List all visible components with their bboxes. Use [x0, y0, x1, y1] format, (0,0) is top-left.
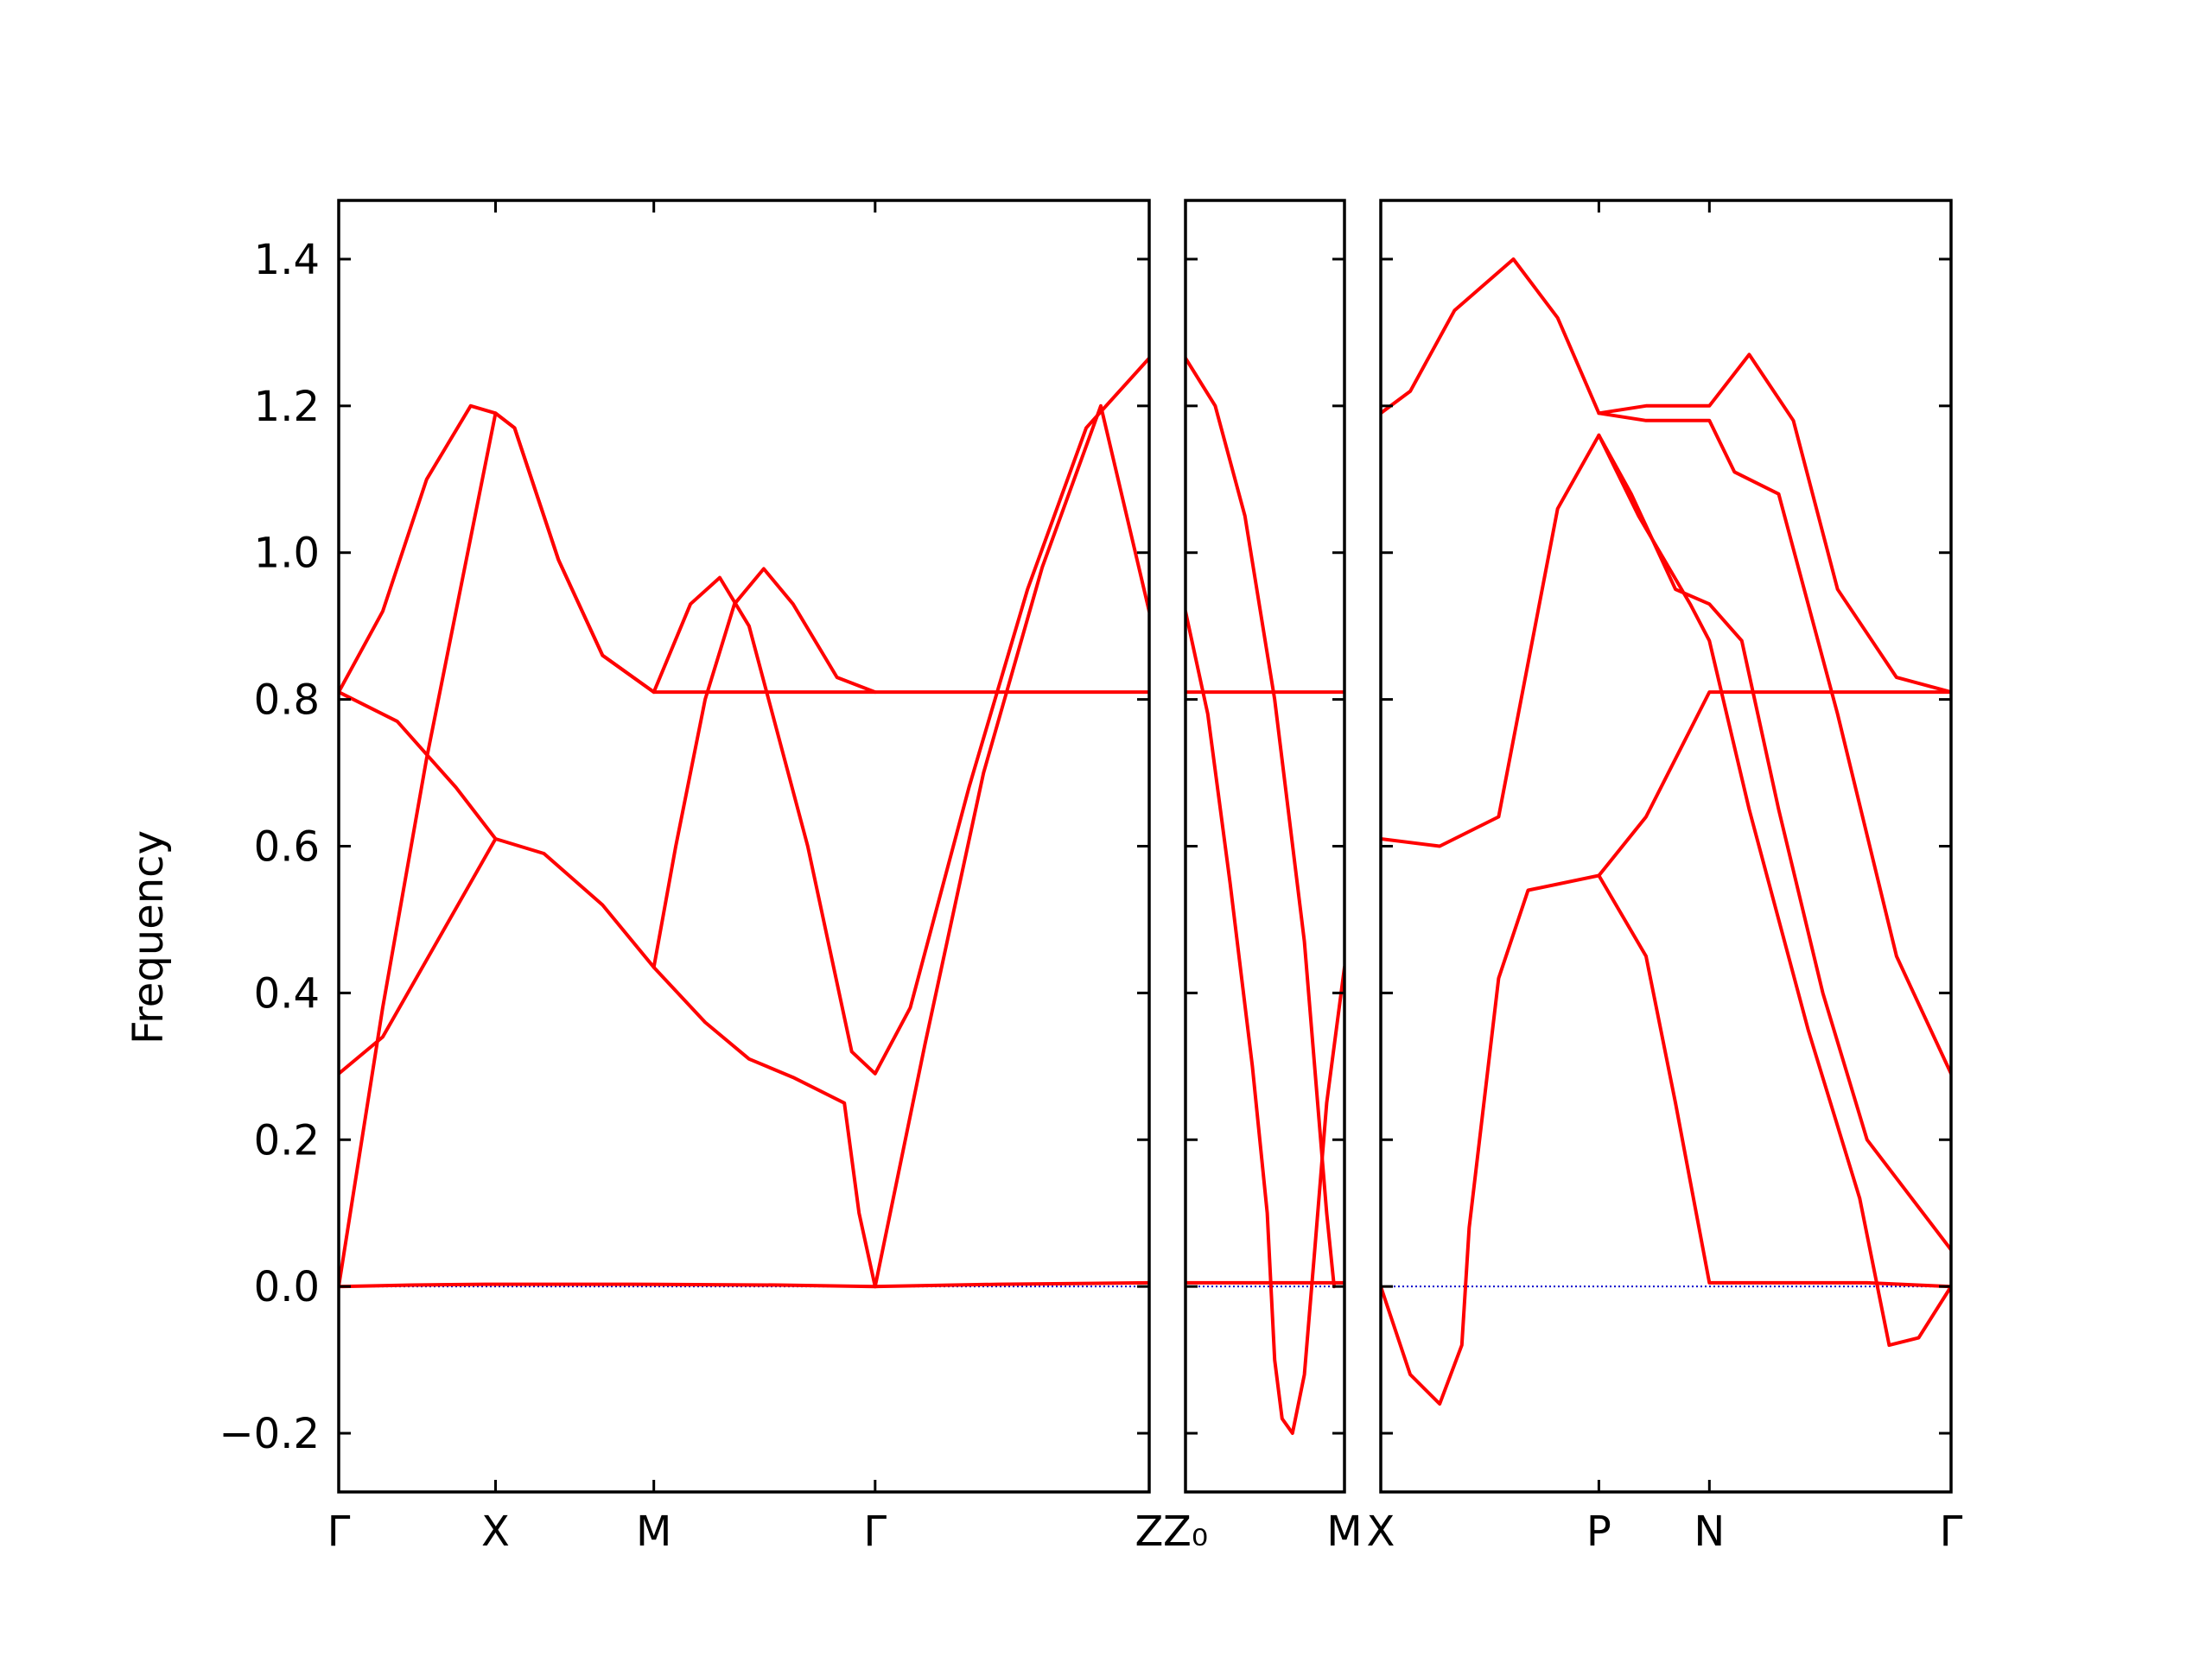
panel-1-band-3: [339, 403, 1149, 695]
ytick-label-2: 0.0: [254, 1263, 320, 1311]
panel-3-xtick-label-1: X: [1367, 1507, 1395, 1556]
ytick-label-5: 0.6: [254, 823, 320, 872]
ytick-label-3: 0.2: [254, 1116, 320, 1165]
panel-3-xtick-label-2: P: [1586, 1507, 1611, 1556]
y-axis-label: Frequency: [124, 830, 173, 1044]
panel-1-band-1: [339, 1280, 1149, 1289]
panel-1-band-4: [339, 690, 877, 1289]
panel-3-xtick-label-4: Γ: [1940, 1507, 1963, 1556]
panel-2-frame: [1184, 199, 1346, 1494]
panel-1-xtick-label-3: M: [636, 1507, 671, 1556]
panel-3-band-4: [1597, 433, 1951, 1348]
panel-3-band-7: [1597, 873, 1951, 1289]
panel-1-frame: [337, 199, 1151, 1494]
panel-1-band-2: [339, 356, 1149, 1289]
ytick-label-4: 0.4: [254, 969, 320, 1018]
panel-3-band-5: [1381, 433, 1601, 848]
panel-2-band-4: [1185, 609, 1344, 1435]
panel-1-xtick-label-5: Z: [1135, 1507, 1164, 1556]
panel-3-frame: [1379, 199, 1953, 1494]
panel-1-band-6: [652, 567, 877, 969]
panel-1-xtick-label-4: Γ: [863, 1507, 887, 1556]
panel-1-xtick-label-1: Γ: [327, 1507, 351, 1556]
panel-1-band-7: [873, 403, 1149, 1289]
panel-3-band-2: [1597, 411, 1951, 1076]
panel-2-xtick-label-1: Z₀: [1163, 1507, 1208, 1556]
panel-3-band-1: [1381, 257, 1951, 695]
ytick-label-8: 1.2: [254, 383, 320, 431]
panel-1-band-5: [339, 837, 498, 1076]
ytick-label-9: 1.4: [254, 236, 320, 284]
ytick-label-6: 0.8: [254, 676, 320, 725]
panel-3-band-3: [1597, 433, 1951, 1252]
panel-2-band-3: [1185, 356, 1336, 1289]
panel-2-xtick-label-2: M: [1326, 1507, 1362, 1556]
panel-3-xtick-label-3: N: [1694, 1507, 1725, 1556]
ytick-label-7: 1.0: [254, 530, 320, 578]
panel-1-xtick-label-2: X: [481, 1507, 510, 1556]
ytick-label-1: −0.2: [219, 1410, 320, 1458]
panel-3-band-6: [1381, 690, 1951, 1406]
